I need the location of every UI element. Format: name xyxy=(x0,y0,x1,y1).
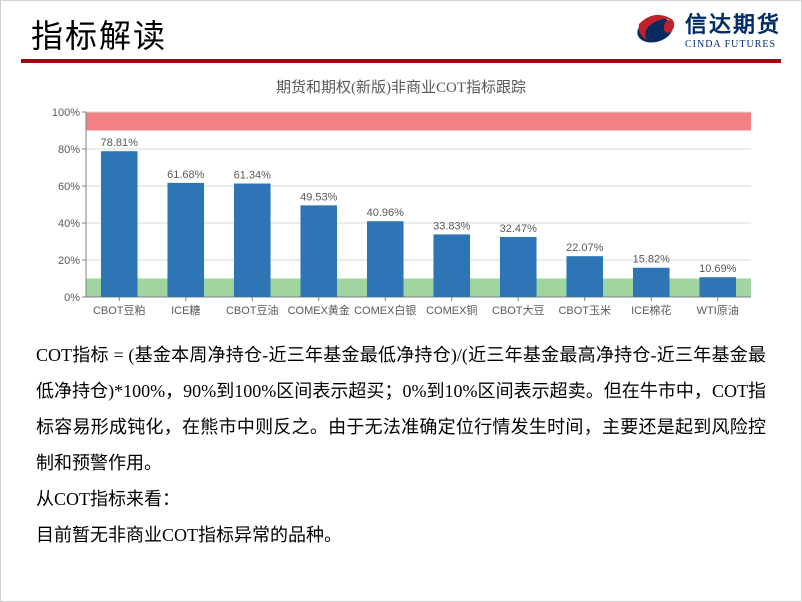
logo-english: CINDA FUTURES xyxy=(685,39,781,50)
body-para-2: 从COT指标来看： xyxy=(36,481,766,517)
svg-text:61.34%: 61.34% xyxy=(234,170,272,182)
chart-title: 期货和期权(新版)非商业COT指标跟踪 xyxy=(41,76,761,97)
svg-text:CBOT玉米: CBOT玉米 xyxy=(558,304,611,317)
svg-text:0%: 0% xyxy=(64,292,80,304)
svg-text:80%: 80% xyxy=(58,144,80,156)
svg-text:COMEX铜: COMEX铜 xyxy=(426,303,477,317)
body-para-1: COT指标 = (基金本周净持仓-近三年基金最低净持仓)/(近三年基金最高净持仓… xyxy=(36,337,766,481)
svg-text:60%: 60% xyxy=(58,181,80,193)
body-para-3: 目前暂无非商业COT指标异常的品种。 xyxy=(36,517,766,553)
svg-text:78.81%: 78.81% xyxy=(101,137,139,149)
svg-text:49.53%: 49.53% xyxy=(300,191,338,203)
logo-chinese: 信达期货 xyxy=(685,7,781,39)
cot-bar-chart: 0% 20% 40% 60% 80% 100% 78.81% CBOT豆粕 61.68% ICE糖… xyxy=(41,102,761,327)
svg-text:10.69%: 10.69% xyxy=(699,263,737,275)
svg-text:100%: 100% xyxy=(52,107,80,119)
svg-text:ICE棉花: ICE棉花 xyxy=(631,303,671,317)
svg-text:WTI原油: WTI原油 xyxy=(697,303,739,317)
svg-text:32.47%: 32.47% xyxy=(500,223,538,235)
svg-text:CBOT大豆: CBOT大豆 xyxy=(492,303,545,317)
svg-text:CBOT豆油: CBOT豆油 xyxy=(226,303,279,317)
svg-text:COMEX白银: COMEX白银 xyxy=(354,303,416,317)
svg-text:CBOT豆粕: CBOT豆粕 xyxy=(93,303,146,317)
svg-text:ICE糖: ICE糖 xyxy=(171,303,200,317)
svg-text:20%: 20% xyxy=(58,255,80,267)
svg-text:15.82%: 15.82% xyxy=(633,254,671,266)
svg-text:40%: 40% xyxy=(58,218,80,230)
svg-text:61.68%: 61.68% xyxy=(167,169,205,181)
svg-text:22.07%: 22.07% xyxy=(566,242,604,254)
svg-text:33.83%: 33.83% xyxy=(433,220,471,232)
header-underline xyxy=(21,59,781,63)
logo-swirl-icon xyxy=(633,6,677,50)
brand-logo: 信达期货 CINDA FUTURES xyxy=(633,6,781,50)
svg-text:COMEX黄金: COMEX黄金 xyxy=(288,303,350,317)
svg-text:40.96%: 40.96% xyxy=(367,207,405,219)
body-text: COT指标 = (基金本周净持仓-近三年基金最低净持仓)/(近三年基金最高净持仓… xyxy=(1,327,801,553)
